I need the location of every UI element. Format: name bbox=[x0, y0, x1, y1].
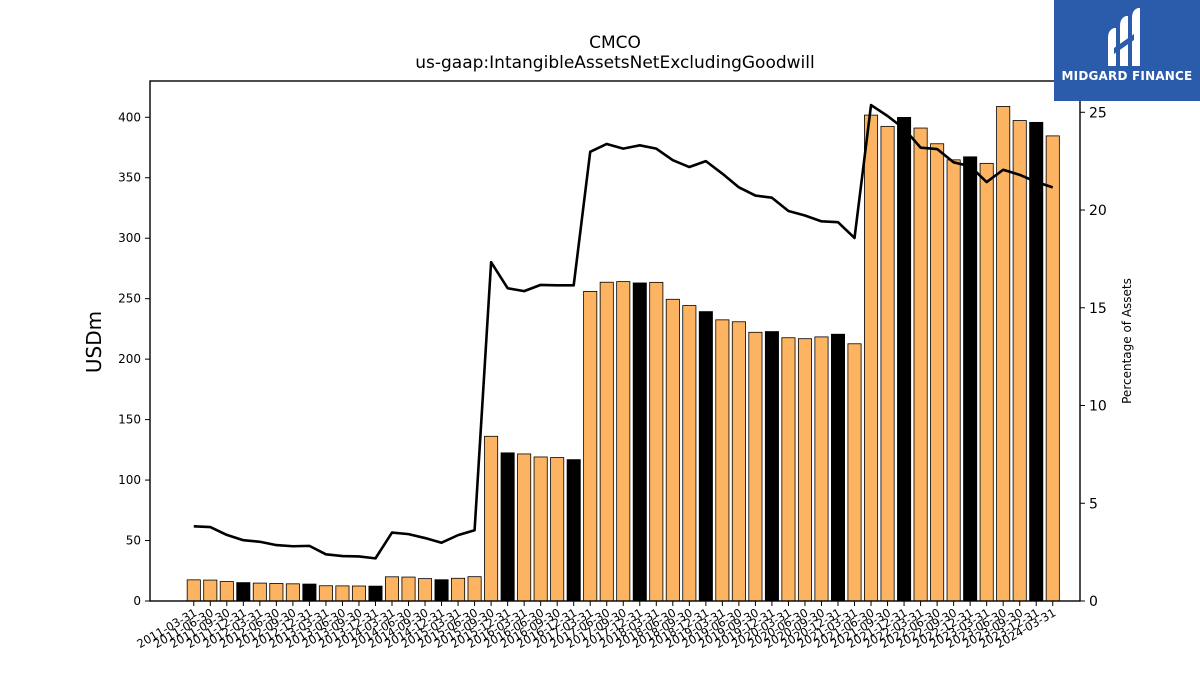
bar-2018-09-30 bbox=[682, 305, 697, 602]
axes bbox=[149, 80, 1081, 602]
bar-2016-06-30 bbox=[533, 456, 548, 602]
y-tick-label-left: 150 bbox=[118, 413, 141, 427]
y-tick-label-right: 5 bbox=[1089, 496, 1098, 512]
bar-2021-06-30 bbox=[864, 114, 879, 602]
bar-2022-06-30 bbox=[930, 143, 945, 602]
y-tick-label-left: 350 bbox=[118, 171, 141, 185]
bar-2019-09-30 bbox=[748, 331, 763, 602]
midgard-finance-logo: MIDGARD FINANCE bbox=[1054, 0, 1200, 101]
bar-2023-03-31 bbox=[979, 162, 994, 602]
bar-2019-12-31 bbox=[764, 331, 779, 602]
bar-2017-03-31 bbox=[583, 291, 598, 602]
bar-2021-12-31 bbox=[897, 117, 912, 602]
bar-2014-09-30 bbox=[418, 578, 433, 602]
x-axis: 2011-03-312011-06-302011-09-302011-12-31… bbox=[134, 601, 1058, 651]
y-tick-label-left: 250 bbox=[118, 292, 141, 306]
y-tick-label-right: 25 bbox=[1089, 105, 1107, 121]
y-tick-label-left: 300 bbox=[118, 231, 141, 245]
chart-subtitle: us-gaap:IntangibleAssetsNetExcludingGood… bbox=[415, 53, 814, 73]
bar-2021-09-30 bbox=[880, 125, 895, 602]
logo-mark-icon bbox=[1108, 8, 1140, 66]
bar-2020-09-30 bbox=[814, 336, 829, 602]
bar-2011-12-31 bbox=[236, 582, 251, 602]
bar-2019-06-30 bbox=[731, 321, 746, 602]
bar-2012-03-31 bbox=[252, 582, 267, 602]
y-tick-label-right: 0 bbox=[1089, 594, 1098, 610]
bar-2020-12-31 bbox=[830, 333, 846, 602]
bar-2023-06-30 bbox=[996, 106, 1011, 602]
chart-title: CMCO bbox=[589, 33, 641, 53]
bar-2019-03-31 bbox=[715, 319, 730, 602]
bar-2012-09-30 bbox=[285, 583, 300, 602]
bar-2017-12-31 bbox=[632, 282, 647, 602]
bar-2013-06-30 bbox=[335, 585, 350, 602]
bar-2020-06-30 bbox=[797, 338, 812, 602]
bar-2015-03-31 bbox=[451, 577, 466, 602]
bar-2021-03-31 bbox=[847, 343, 862, 602]
line-series bbox=[193, 103, 1054, 560]
y-tick-label-left: 400 bbox=[118, 110, 141, 124]
y-axis-label-right: Percentage of Assets bbox=[1120, 278, 1134, 404]
bar-2023-09-30 bbox=[1012, 120, 1027, 602]
bar-2017-06-30 bbox=[599, 281, 614, 602]
bar-2023-12-31 bbox=[1029, 121, 1044, 602]
y-tick-label-right: 15 bbox=[1089, 301, 1107, 317]
bar-2024-03-31 bbox=[1045, 135, 1060, 602]
bar-2016-09-30 bbox=[550, 457, 565, 602]
bar-2018-06-30 bbox=[665, 298, 680, 602]
bar-2018-12-31 bbox=[698, 311, 713, 602]
bar-2022-09-30 bbox=[946, 159, 961, 602]
y-tick-label-left: 200 bbox=[118, 352, 141, 366]
bar-2014-12-31 bbox=[434, 579, 449, 602]
bar-2015-09-30 bbox=[484, 435, 499, 602]
y-axis-left: 0 50 100 150 200 250 300 350 400 bbox=[118, 110, 150, 608]
bar-2017-09-30 bbox=[616, 281, 631, 602]
bar-2020-03-31 bbox=[781, 337, 796, 602]
bar-2018-03-31 bbox=[649, 281, 664, 602]
y-tick-label-right: 10 bbox=[1089, 399, 1107, 415]
logo-text: MIDGARD FINANCE bbox=[1061, 69, 1193, 83]
line-percentage-of-assets bbox=[193, 103, 1054, 560]
bar-2011-09-30 bbox=[219, 581, 234, 602]
bar-2016-12-31 bbox=[566, 459, 581, 602]
bar-2011-03-31 bbox=[186, 579, 201, 602]
bar-2012-12-31 bbox=[302, 583, 317, 602]
y-tick-label-left: 50 bbox=[126, 534, 141, 548]
bar-2012-06-30 bbox=[269, 583, 284, 602]
bar-2014-03-31 bbox=[384, 576, 400, 602]
bar-2013-12-31 bbox=[368, 585, 383, 602]
bar-2015-06-30 bbox=[467, 576, 482, 602]
bar-2013-09-30 bbox=[351, 585, 366, 602]
bar-2011-06-30 bbox=[203, 579, 218, 602]
y-axis-label-left: USDm bbox=[82, 311, 106, 373]
bar-2014-06-30 bbox=[401, 576, 416, 602]
y-tick-label-right: 20 bbox=[1089, 203, 1107, 219]
bar-2016-03-31 bbox=[517, 453, 532, 602]
y-axis-right: 0 5 10 15 20 25 bbox=[1080, 105, 1107, 610]
bar-2022-03-31 bbox=[913, 127, 928, 602]
y-tick-label-left: 100 bbox=[118, 473, 141, 487]
bar-2015-12-31 bbox=[500, 452, 515, 602]
y-tick-label-left: 0 bbox=[133, 594, 141, 608]
bar-2022-12-31 bbox=[963, 156, 978, 602]
bar-series bbox=[186, 106, 1060, 602]
plot-frame bbox=[149, 80, 1081, 602]
bar-2013-03-31 bbox=[318, 585, 333, 602]
